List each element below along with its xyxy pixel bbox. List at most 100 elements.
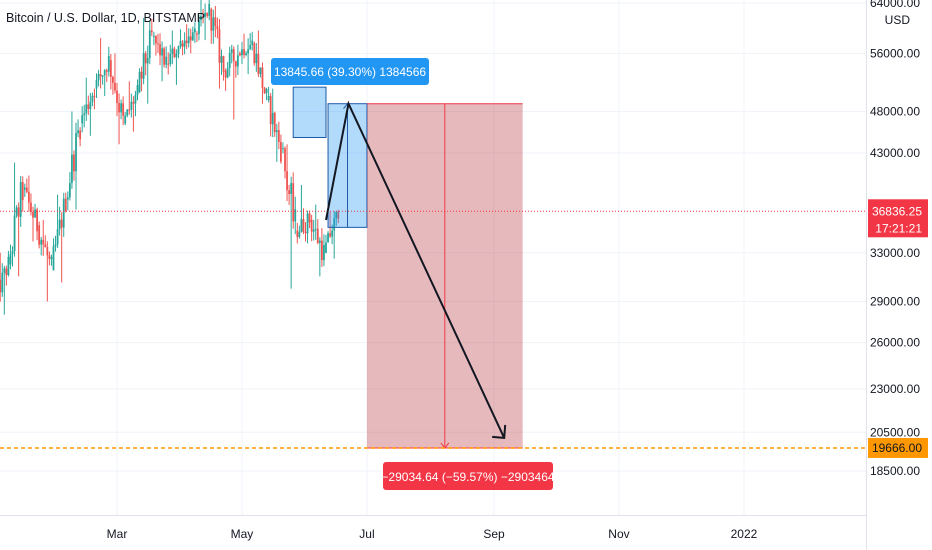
candle-down[interactable] [144, 53, 147, 64]
candle-up[interactable] [327, 233, 329, 243]
candle-up[interactable] [251, 40, 254, 46]
candle-down[interactable] [122, 103, 125, 116]
candle-up[interactable] [161, 48, 163, 56]
candle-down[interactable] [308, 213, 311, 223]
candle-down[interactable] [87, 104, 90, 109]
candle-up[interactable] [107, 55, 110, 72]
candle-up[interactable] [325, 242, 327, 253]
candle-up[interactable] [34, 209, 36, 218]
candle-down[interactable] [263, 87, 266, 94]
candle-up[interactable] [103, 70, 106, 76]
candle-down[interactable] [316, 228, 319, 243]
candle-up[interactable] [333, 218, 336, 231]
candle-up[interactable] [318, 240, 321, 243]
candle-up[interactable] [275, 130, 278, 133]
candle-down[interactable] [202, 15, 204, 17]
candle-down[interactable] [60, 219, 63, 228]
candle-up[interactable] [9, 254, 12, 265]
candle-down[interactable] [42, 239, 45, 245]
candle-down[interactable] [17, 207, 20, 217]
candle-down[interactable] [0, 279, 2, 293]
candle-down[interactable] [253, 43, 256, 64]
candle-down[interactable] [218, 29, 221, 63]
candle-up[interactable] [101, 75, 104, 77]
candle-down[interactable] [329, 233, 331, 237]
candle-up[interactable] [77, 130, 79, 134]
candle-up[interactable] [124, 115, 127, 124]
candle-down[interactable] [284, 148, 286, 172]
candle-up[interactable] [208, 3, 211, 16]
candle-up[interactable] [282, 148, 284, 150]
candle-down[interactable] [232, 49, 235, 62]
candle-up[interactable] [152, 36, 155, 38]
candle-up[interactable] [71, 154, 73, 184]
candle-up[interactable] [89, 101, 92, 109]
candle-up[interactable] [134, 95, 137, 104]
candle-up[interactable] [290, 183, 293, 195]
candle-down[interactable] [36, 209, 38, 232]
candle-down[interactable] [185, 40, 188, 44]
candle-down[interactable] [286, 171, 288, 191]
candle-down[interactable] [25, 187, 28, 192]
candle-down[interactable] [116, 90, 118, 104]
candle-down[interactable] [273, 112, 276, 133]
candle-up[interactable] [300, 219, 303, 232]
candle-down[interactable] [118, 103, 120, 113]
candle-up[interactable] [54, 244, 57, 247]
candle-up[interactable] [259, 67, 262, 74]
candle-down[interactable] [132, 101, 135, 104]
candle-up[interactable] [271, 112, 274, 125]
candle-up[interactable] [13, 215, 16, 251]
candle-up[interactable] [298, 231, 301, 237]
candle-down[interactable] [79, 130, 82, 140]
candle-up[interactable] [62, 198, 65, 228]
candle-down[interactable] [277, 130, 280, 142]
candle-down[interactable] [234, 61, 237, 67]
candle-down[interactable] [128, 109, 131, 111]
candle-up[interactable] [165, 56, 168, 65]
candle-up[interactable] [126, 109, 129, 116]
candle-down[interactable] [159, 44, 161, 56]
candle-up[interactable] [83, 113, 86, 116]
candle-down[interactable] [114, 82, 116, 91]
candle-down[interactable] [48, 255, 51, 259]
candle-up[interactable] [191, 32, 194, 41]
candle-down[interactable] [320, 240, 323, 261]
candle-up[interactable] [146, 57, 149, 64]
candle-down[interactable] [280, 141, 282, 162]
candle-up[interactable] [130, 101, 133, 110]
candle-down[interactable] [167, 63, 170, 65]
candle-up[interactable] [15, 207, 18, 216]
candle-down[interactable] [93, 95, 96, 97]
candle-down[interactable] [243, 49, 245, 55]
candle-up[interactable] [40, 239, 43, 245]
candle-up[interactable] [236, 55, 239, 67]
candle-up[interactable] [179, 41, 182, 47]
candle-down[interactable] [99, 74, 102, 77]
candle-up[interactable] [148, 30, 151, 58]
candle-up[interactable] [245, 53, 247, 55]
candle-down[interactable] [112, 76, 114, 83]
candle-up[interactable] [171, 48, 174, 54]
candle-up[interactable] [255, 53, 258, 64]
candle-down[interactable] [21, 182, 24, 201]
candle-down[interactable] [5, 268, 8, 276]
candle-down[interactable] [30, 202, 32, 212]
candle-down[interactable] [288, 190, 291, 195]
candle-up[interactable] [267, 95, 270, 100]
candle-up[interactable] [58, 219, 61, 230]
candle-up[interactable] [249, 45, 252, 50]
candle-up[interactable] [169, 53, 172, 65]
candle-up[interactable] [230, 49, 233, 53]
candle-down[interactable] [32, 211, 34, 218]
candle-up[interactable] [198, 20, 200, 35]
candle-up[interactable] [7, 256, 10, 276]
candle-up[interactable] [335, 211, 338, 219]
candle-up[interactable] [3, 268, 6, 273]
candle-up[interactable] [56, 229, 59, 245]
candle-down[interactable] [292, 183, 295, 222]
candle-down[interactable] [296, 230, 299, 237]
candle-down[interactable] [302, 219, 305, 232]
